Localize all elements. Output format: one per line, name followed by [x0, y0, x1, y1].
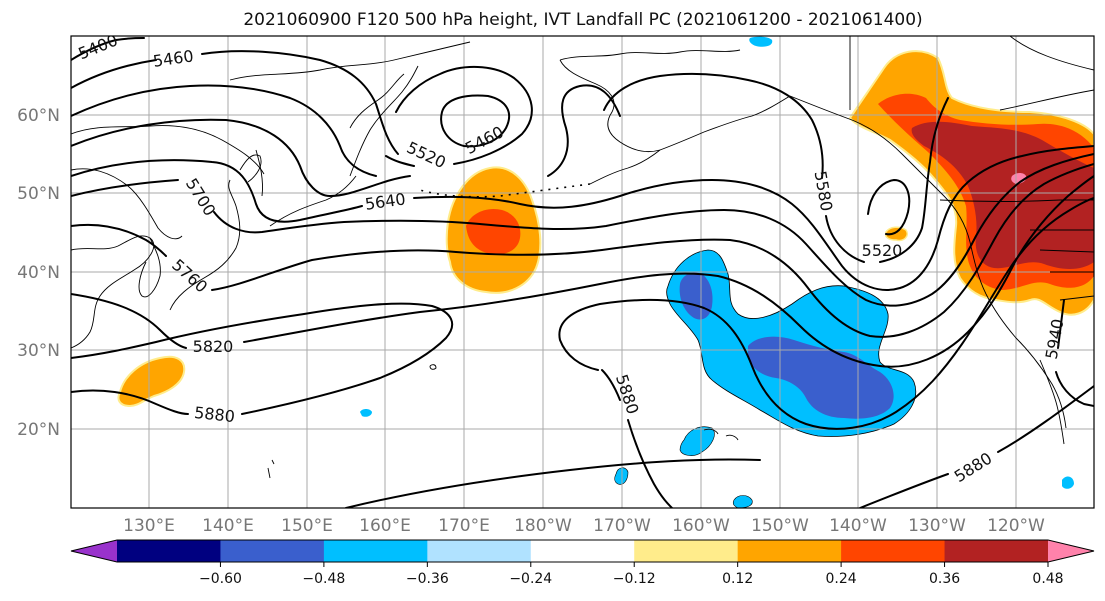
strong-negative-anomaly-cell [748, 336, 894, 419]
lon-label-170e: 170°E [438, 516, 490, 536]
lon-label-160e: 160°E [359, 516, 411, 536]
colorbar-segment [841, 540, 946, 562]
colorbar-tick-label: −0.12 [613, 571, 656, 587]
lon-label-150e: 150°E [281, 516, 333, 536]
figure-title: 2021060900 F120 500 hPa height, IVT Land… [243, 10, 922, 30]
lat-label-40n: 40°N [17, 263, 60, 283]
very-strong-positive-anomaly-field [911, 121, 1094, 270]
colorbar-segment [117, 540, 221, 562]
negative-anomaly-patch [360, 409, 372, 417]
lat-label-20n: 20°N [17, 420, 60, 440]
colorbar-extend-high [1048, 540, 1094, 562]
negative-anomaly-patch [679, 426, 715, 456]
colorbar-segment [634, 540, 739, 562]
colorbar-segment [220, 540, 325, 562]
colorbar-tick-label: 0.12 [722, 571, 753, 587]
strong-positive-anomaly-patch [466, 208, 521, 255]
lon-label-120w: 120°W [987, 516, 1045, 536]
colorbar-segment [323, 540, 428, 562]
coastlines [71, 36, 1094, 479]
colorbar-tick-label: −0.24 [509, 571, 552, 587]
contour-label-5520: 5520 [862, 241, 903, 260]
negative-anomaly-patch [1062, 476, 1074, 489]
negative-anomaly-patch [732, 495, 753, 508]
colorbar-extend-low [71, 540, 117, 562]
colorbar-tick-label: 0.24 [826, 571, 857, 587]
positive-anomaly-patch [117, 355, 186, 408]
latitude-labels: 60°N 50°N 40°N 30°N 20°N [17, 106, 60, 440]
lon-label-150w: 150°W [751, 516, 809, 536]
colorbar-tick-label: −0.48 [302, 571, 345, 587]
lon-label-140w: 140°W [829, 516, 887, 536]
colorbar-tick-label: −0.60 [199, 571, 242, 587]
positive-anomaly-patch [884, 226, 908, 242]
lon-label-160w: 160°W [672, 516, 730, 536]
colorbar-segment [427, 540, 532, 562]
contour-label-5820: 5820 [193, 337, 234, 356]
lat-label-60n: 60°N [17, 106, 60, 126]
map-frame [70, 35, 1095, 509]
height-contours [71, 37, 1094, 508]
contour-label-5880: 5880 [193, 403, 235, 426]
lon-label-170w: 170°W [593, 516, 651, 536]
colorbar-segment [944, 540, 1049, 562]
lon-label-140e: 140°E [202, 516, 254, 536]
lat-label-30n: 30°N [17, 341, 60, 361]
colorbar-tick-label: 0.36 [929, 571, 960, 587]
colorbar-outline [70, 539, 1095, 563]
lon-label-130w: 130°W [908, 516, 966, 536]
lon-label-130e: 130°E [123, 516, 175, 536]
colorbar-segment [737, 540, 842, 562]
colorbar: −0.60 −0.48 −0.36 −0.24 −0.12 0.12 0.24 0.36 0.4… [70, 539, 1095, 587]
lat-label-50n: 50°N [17, 184, 60, 204]
longitude-labels: 130°E 140°E 150°E 160°E 170°E 180°W 170°… [123, 516, 1045, 536]
negative-anomaly-patch [749, 36, 773, 47]
colorbar-tick-label: −0.36 [406, 571, 449, 587]
lon-label-180w: 180°W [514, 516, 572, 536]
colorbar-tick-label: 0.48 [1032, 571, 1063, 587]
colorbar-segment [530, 540, 635, 562]
